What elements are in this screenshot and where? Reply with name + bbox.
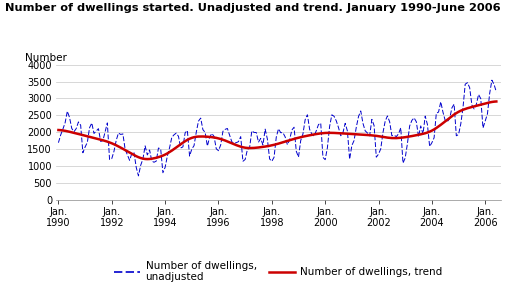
Text: Number: Number	[25, 53, 67, 63]
Legend: Number of dwellings,
unadjusted, Number of dwellings, trend: Number of dwellings, unadjusted, Number …	[110, 257, 447, 286]
Text: Number of dwellings started. Unadjusted and trend. January 1990-June 2006: Number of dwellings started. Unadjusted …	[5, 3, 501, 13]
